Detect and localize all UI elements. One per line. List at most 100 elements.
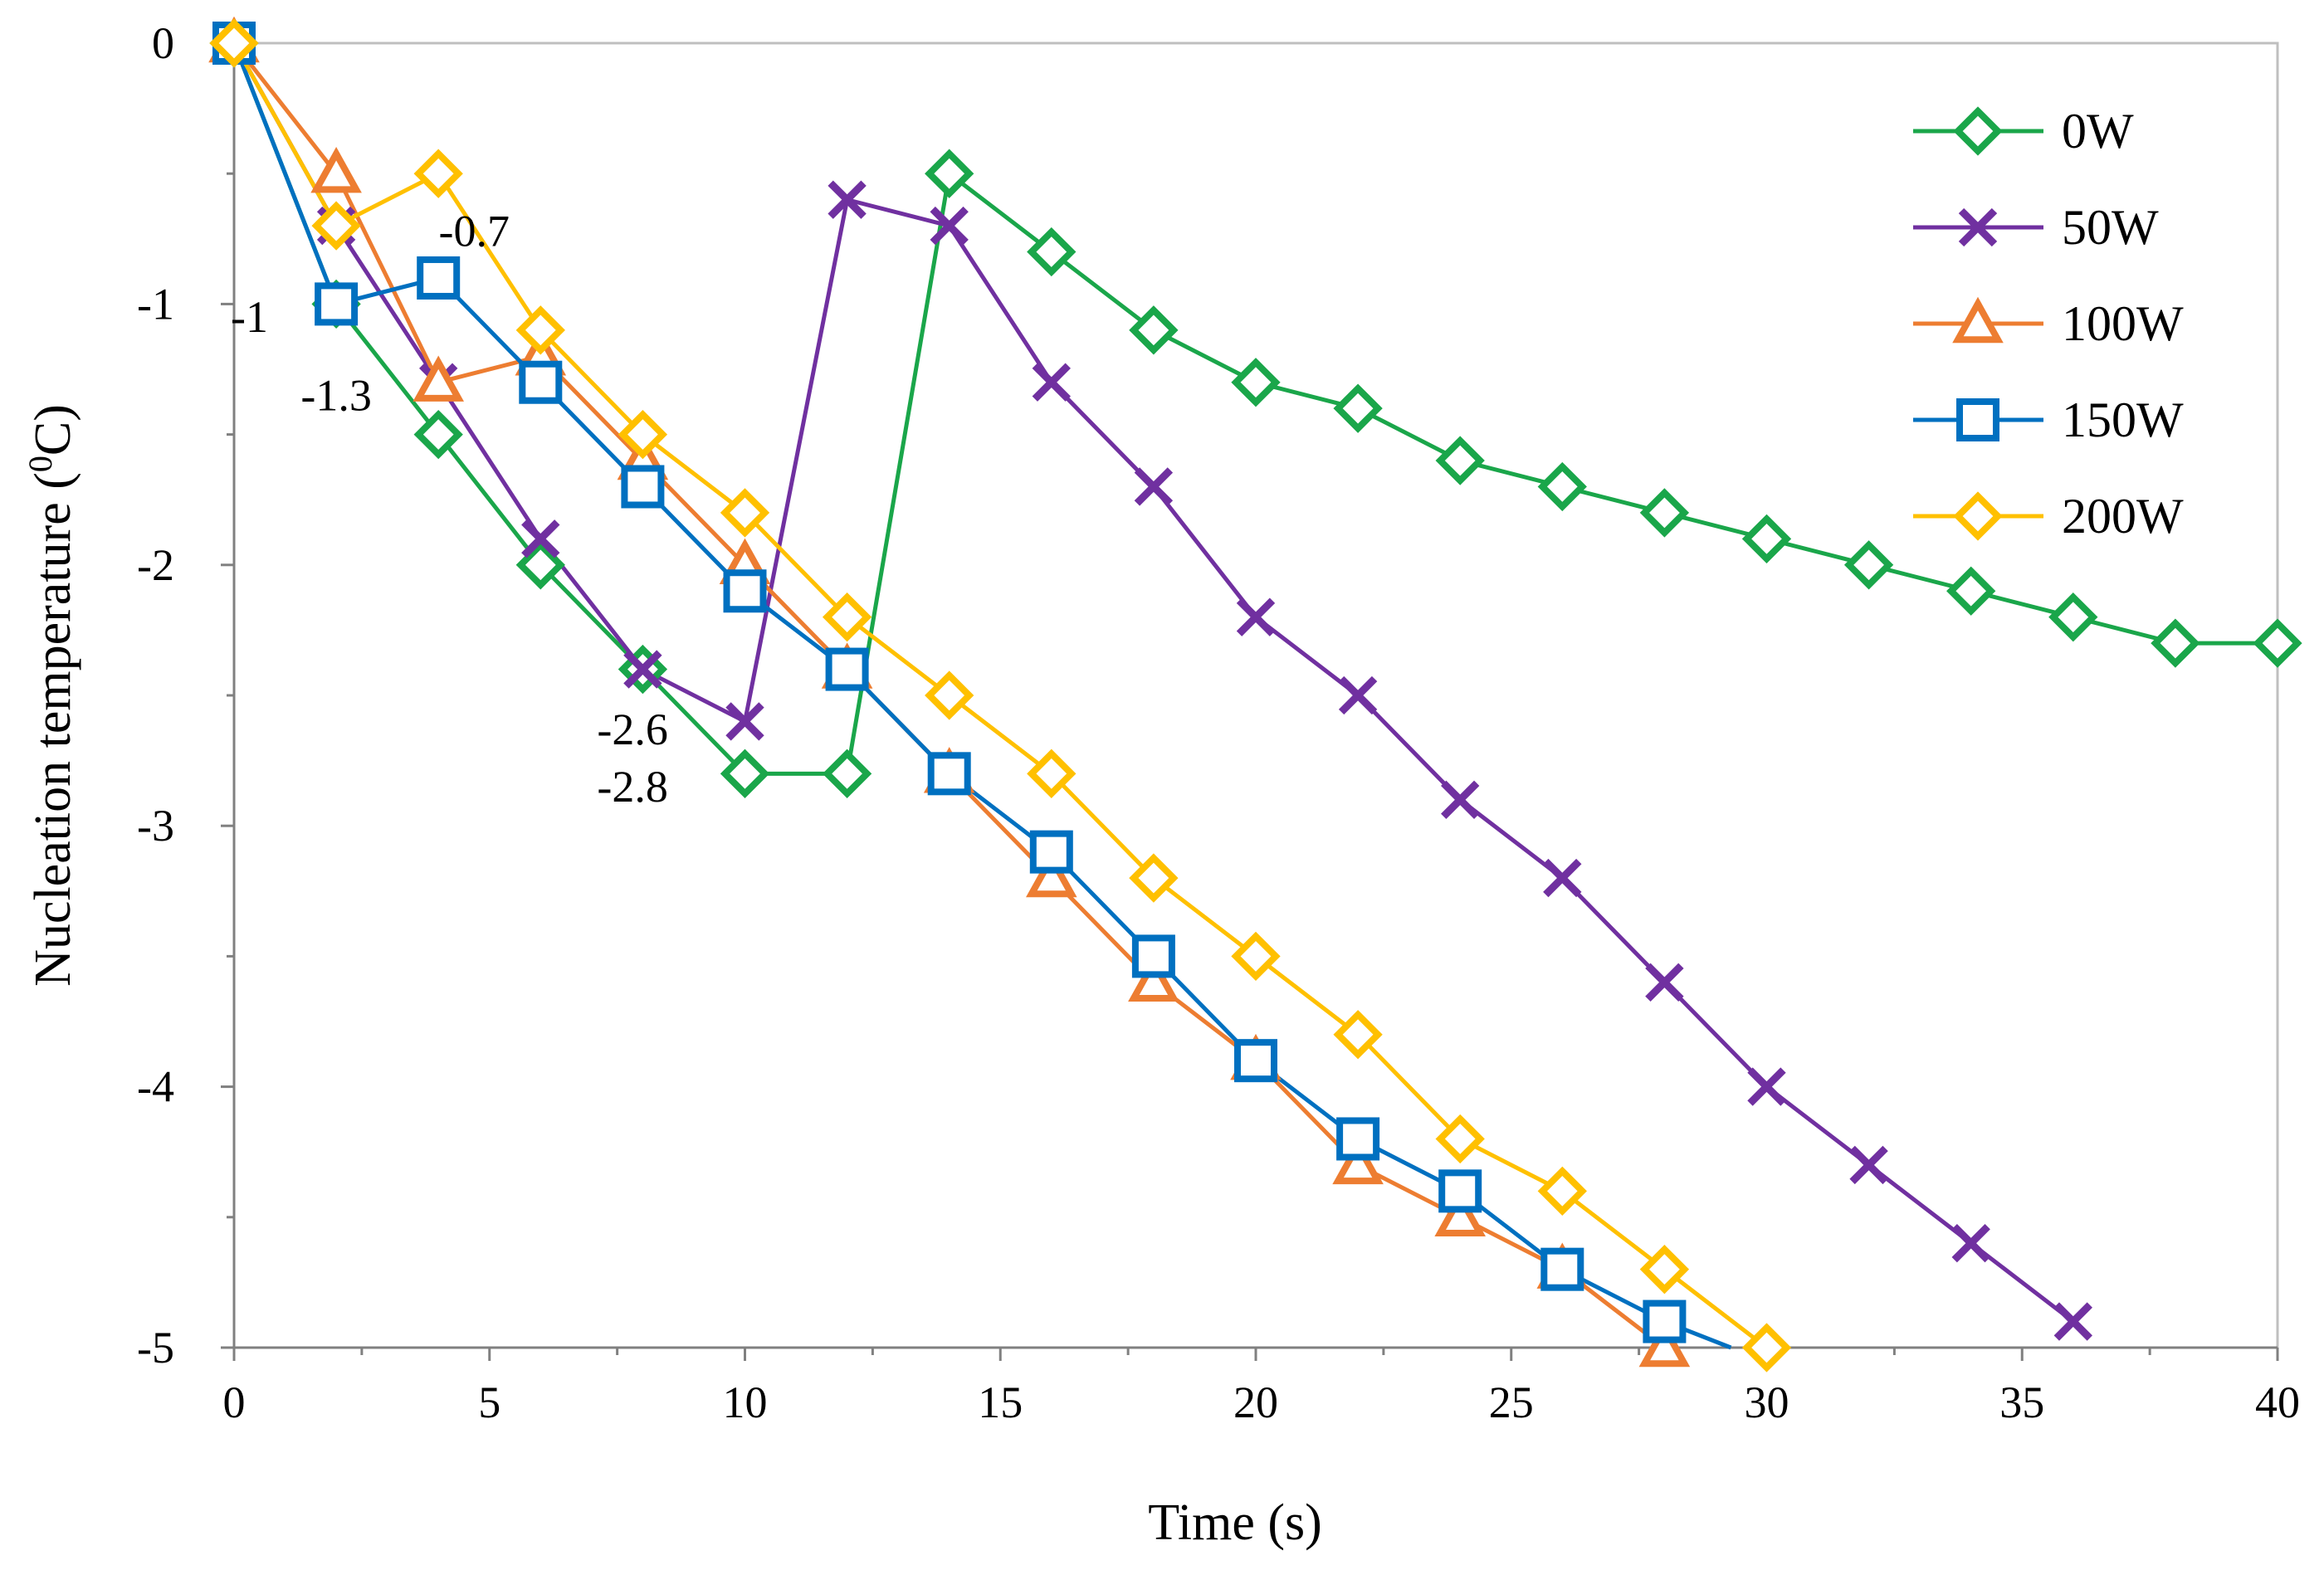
data-point-150w [723, 569, 767, 613]
y-tick-label: -3 [137, 801, 174, 851]
data-point-200w [311, 201, 361, 251]
data-point-50w [1236, 597, 1276, 636]
data-point-0w [1027, 227, 1077, 277]
data-point-100w [1332, 1138, 1384, 1185]
data-point-50w [1134, 467, 1174, 506]
data-point-150w [417, 256, 461, 300]
data-point-200w [1231, 931, 1281, 982]
data-point-50w [1338, 675, 1378, 715]
data-point-50w [930, 206, 969, 246]
y-tick-label: -4 [137, 1062, 174, 1112]
data-point-0w [925, 149, 974, 198]
y-tick-label: -2 [137, 540, 174, 590]
x-tick-label: 35 [1999, 1377, 2044, 1427]
data-point-50w [623, 650, 662, 689]
data-point-200w [209, 18, 259, 68]
legend-marker-100w [1952, 296, 2004, 344]
data-label: -1.3 [300, 370, 371, 420]
data-point-150w [1643, 1299, 1687, 1343]
data-point-0w [1435, 436, 1485, 485]
y-tick-label: 0 [152, 18, 174, 68]
data-label: -1 [231, 292, 268, 342]
data-point-50w [1747, 1067, 1786, 1106]
data-point-200w [1537, 1166, 1587, 1217]
data-point-150w [315, 282, 359, 326]
y-axis-title-unit: C) [25, 404, 81, 456]
x-tick-label: 10 [723, 1377, 768, 1427]
legend-marker-200w [1953, 491, 2003, 541]
data-point-150w [1438, 1169, 1482, 1213]
x-axis-title: Time (s) [1148, 1494, 1322, 1551]
series-line-50w [232, 41, 2075, 1324]
data-point-200w [413, 149, 463, 198]
x-tick-label: 0 [223, 1377, 246, 1427]
x-tick-label: 25 [1489, 1377, 1534, 1427]
data-point-200w [1129, 853, 1179, 903]
data-point-0w [1741, 514, 1792, 564]
data-point-150w [927, 752, 971, 796]
data-point-200w [925, 670, 974, 720]
data-point-0w [1231, 358, 1281, 407]
data-point-0w [1843, 540, 1894, 590]
y-axis-title: Nucleation temperature (0C) [22, 404, 82, 987]
data-point-50w [1032, 363, 1071, 402]
data-label: -2.6 [597, 705, 667, 754]
legend-marker-0w [1953, 106, 2003, 156]
data-point-150w [519, 360, 563, 404]
data-point-50w [1645, 963, 1684, 1002]
x-tick-label: 15 [978, 1377, 1023, 1427]
data-point-100w [1434, 1190, 1486, 1236]
data-point-200w [822, 592, 872, 642]
data-point-0w [1639, 488, 1690, 538]
legend-label-100w: 100W [2062, 296, 2184, 351]
data-point-0w [1333, 383, 1383, 433]
annotations: -0.7 -1 -1.3 -2.6 -2.8 [231, 206, 668, 812]
data-point-0w [1537, 461, 1587, 512]
data-point-50w [1849, 1145, 1888, 1185]
data-point-200w [1741, 1323, 1792, 1373]
x-tick-label: 40 [2255, 1377, 2300, 1427]
data-point-0w [2151, 618, 2200, 668]
data-point-0w [720, 748, 770, 798]
data-point-50w [725, 702, 764, 741]
data-point-150w [1029, 830, 1073, 874]
data-point-200w [618, 409, 668, 460]
data-point-50w [1951, 1224, 1990, 1263]
data-point-200w [515, 305, 565, 355]
data-point-100w [310, 146, 362, 193]
data-point-100w [1638, 1320, 1691, 1368]
data-label: -0.7 [439, 206, 510, 256]
data-point-100w [1128, 955, 1179, 1002]
x-tick-label: 30 [1745, 1377, 1789, 1427]
data-point-150w [825, 647, 869, 691]
data-point-150w [1540, 1247, 1584, 1291]
y-axis-title-prefix: Nucleation temperature ( [25, 472, 81, 987]
y-tick-label: -5 [137, 1323, 174, 1373]
x-tick-label: 20 [1233, 1377, 1278, 1427]
axes: 0 5 10 15 20 25 30 35 40 0 -1 -2 -3 -4 -5 [137, 18, 2300, 1427]
data-point-50w [1441, 780, 1480, 819]
data-point-50w [521, 519, 560, 558]
data-point-100w [1026, 851, 1077, 898]
legend: 0W 50W 100W 150W 200W [1913, 104, 2184, 544]
data-point-50w [2053, 1302, 2092, 1341]
data-point-0w [515, 540, 565, 590]
y-tick-label: -1 [137, 279, 174, 329]
data-point-50w [1543, 858, 1582, 898]
legend-label-0w: 0W [2062, 104, 2134, 158]
data-point-200w [1639, 1245, 1690, 1295]
data-point-150w [1234, 1039, 1277, 1083]
legend-label-50w: 50W [2062, 200, 2159, 255]
legend-label-200w: 200W [2062, 489, 2184, 544]
legend-label-150w: 150W [2062, 392, 2184, 447]
data-label: -2.8 [597, 762, 667, 812]
series-markers [208, 16, 2302, 1373]
legend-marker-150w [1956, 398, 1999, 441]
x-tick-label: 5 [478, 1377, 500, 1427]
data-point-0w [822, 748, 872, 798]
y-axis-title-superscript: 0 [22, 456, 59, 472]
data-point-100w [413, 355, 464, 402]
data-point-200w [1435, 1114, 1485, 1164]
data-point-0w [413, 409, 463, 460]
data-point-0w [1129, 305, 1179, 355]
